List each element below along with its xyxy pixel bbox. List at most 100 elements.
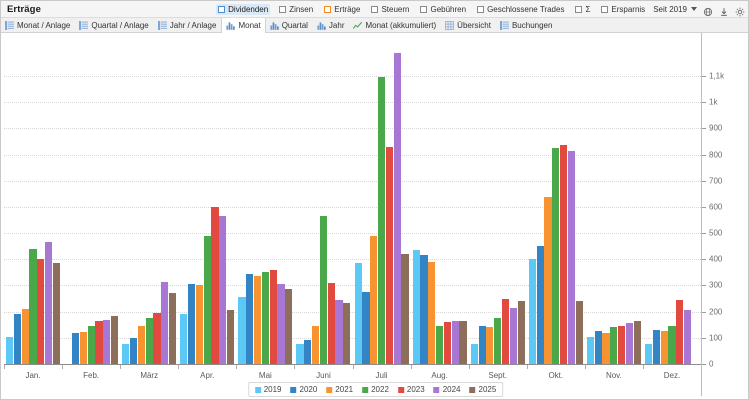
bar[interactable]: [412, 250, 420, 364]
bar[interactable]: [354, 263, 362, 364]
filter-checkbox-steuern[interactable]: Steuern: [369, 4, 411, 15]
bar[interactable]: [122, 344, 130, 364]
checkbox-icon[interactable]: [371, 5, 379, 13]
tab-buchungen[interactable]: Buchungen: [496, 18, 557, 32]
bar[interactable]: [285, 289, 293, 364]
bar[interactable]: [660, 331, 668, 364]
checkbox-icon[interactable]: [477, 5, 485, 13]
bar[interactable]: [253, 276, 262, 364]
bar[interactable]: [594, 331, 602, 364]
bar[interactable]: [145, 318, 153, 364]
tab-monat-anlage[interactable]: Monat / Anlage: [1, 18, 75, 32]
bar[interactable]: [501, 298, 510, 364]
bar[interactable]: [575, 301, 583, 364]
bar[interactable]: [312, 326, 320, 364]
bar[interactable]: [610, 327, 618, 364]
bar[interactable]: [103, 319, 111, 364]
bar[interactable]: [327, 282, 335, 364]
bar[interactable]: [153, 312, 161, 364]
bar[interactable]: [137, 326, 145, 364]
filter-checkbox-ertr-ge[interactable]: Erträge: [322, 4, 362, 15]
bar[interactable]: [528, 259, 536, 364]
bar[interactable]: [567, 150, 575, 364]
filter-checkbox-geschlossene-trades[interactable]: Geschlossene Trades: [475, 4, 566, 15]
tab-jahr[interactable]: Jahr: [313, 18, 350, 32]
chevron-down-icon[interactable]: [691, 7, 697, 11]
bar[interactable]: [335, 299, 343, 364]
bar[interactable]: [633, 321, 641, 364]
bar[interactable]: [644, 344, 653, 364]
legend-item-2021[interactable]: 2021: [326, 385, 353, 394]
bar[interactable]: [52, 263, 61, 364]
bar[interactable]: [79, 332, 87, 364]
bar[interactable]: [188, 284, 196, 364]
bar[interactable]: [227, 310, 235, 364]
bar[interactable]: [87, 326, 95, 364]
tab-jahr-anlage[interactable]: Jahr / Anlage: [154, 18, 222, 32]
bar[interactable]: [238, 297, 246, 364]
bar[interactable]: [195, 285, 204, 364]
filter-checkbox--[interactable]: Σ: [573, 4, 592, 15]
bar[interactable]: [211, 206, 219, 364]
period-selector[interactable]: Seit 2019: [653, 5, 697, 14]
checkbox-icon[interactable]: [279, 5, 287, 13]
bar[interactable]: [261, 272, 269, 364]
globe-icon[interactable]: [703, 4, 713, 17]
filter-checkbox-geb-hren[interactable]: Gebühren: [418, 4, 468, 15]
bar[interactable]: [668, 326, 676, 364]
bar[interactable]: [676, 299, 684, 364]
bar[interactable]: [304, 340, 312, 364]
bar[interactable]: [37, 259, 45, 364]
tab-monat[interactable]: Monat: [221, 18, 266, 33]
bar[interactable]: [377, 77, 386, 364]
bar[interactable]: [110, 315, 119, 364]
bar[interactable]: [486, 327, 494, 364]
legend-item-2019[interactable]: 2019: [254, 385, 282, 394]
checkbox-icon[interactable]: [324, 5, 332, 13]
bar[interactable]: [362, 292, 370, 364]
bar[interactable]: [544, 196, 552, 364]
bar[interactable]: [219, 216, 227, 364]
legend-item-2024[interactable]: 2024: [433, 385, 460, 394]
bar[interactable]: [517, 301, 525, 364]
bar[interactable]: [71, 333, 80, 364]
tab--bersicht[interactable]: Übersicht: [441, 18, 496, 32]
filter-checkbox-dividenden[interactable]: Dividenden: [216, 3, 271, 15]
bar[interactable]: [343, 302, 351, 364]
bar[interactable]: [602, 332, 610, 364]
bar[interactable]: [586, 336, 595, 364]
bar[interactable]: [428, 261, 436, 364]
bar[interactable]: [625, 323, 634, 364]
bar[interactable]: [45, 242, 53, 364]
bar[interactable]: [494, 318, 502, 364]
checkbox-icon[interactable]: [420, 5, 428, 13]
bar[interactable]: [401, 254, 409, 364]
bar[interactable]: [95, 320, 103, 364]
bar[interactable]: [478, 326, 486, 364]
bar[interactable]: [29, 248, 37, 364]
tab-monat-akkumuliert[interactable]: Monat (akkumuliert): [349, 18, 441, 32]
filter-checkbox-zinsen[interactable]: Zinsen: [277, 4, 315, 15]
bar[interactable]: [451, 320, 459, 364]
bar[interactable]: [169, 293, 177, 364]
bar[interactable]: [443, 322, 451, 364]
bar[interactable]: [559, 145, 568, 364]
bar[interactable]: [393, 52, 401, 364]
bar[interactable]: [385, 146, 393, 364]
bar[interactable]: [683, 310, 692, 364]
checkbox-icon[interactable]: [575, 5, 583, 13]
bar[interactable]: [652, 329, 660, 364]
bar[interactable]: [319, 216, 328, 364]
bar[interactable]: [161, 281, 169, 364]
checkbox-icon[interactable]: [218, 5, 226, 13]
bar[interactable]: [296, 344, 304, 364]
bar[interactable]: [21, 309, 29, 364]
bar[interactable]: [436, 326, 444, 364]
bar[interactable]: [370, 235, 378, 364]
gear-icon[interactable]: [735, 4, 745, 17]
bar[interactable]: [420, 255, 428, 364]
legend-item-2025[interactable]: 2025: [469, 385, 496, 394]
bar[interactable]: [459, 320, 467, 364]
checkbox-icon[interactable]: [601, 5, 609, 13]
bar[interactable]: [269, 269, 277, 364]
